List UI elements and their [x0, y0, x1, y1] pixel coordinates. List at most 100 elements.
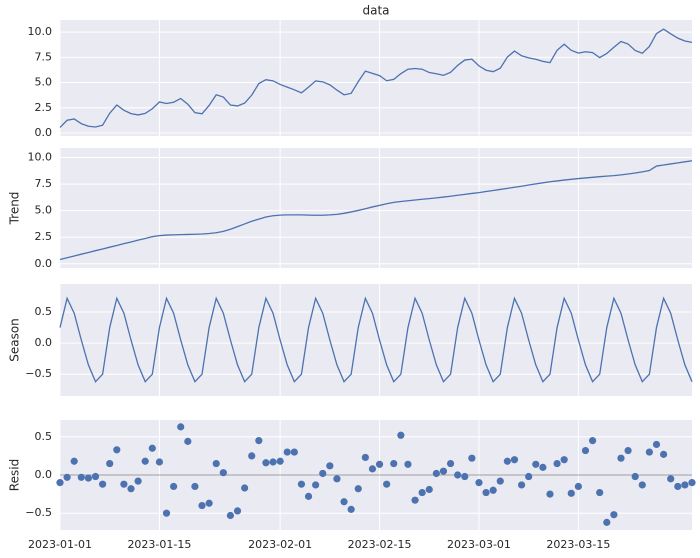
resid-point [333, 475, 341, 483]
y-tick-label: 0.0 [35, 126, 53, 139]
resid-point [177, 423, 185, 431]
resid-point [297, 480, 306, 488]
y-tick-label: 7.5 [35, 50, 53, 63]
resid-point [624, 446, 632, 455]
resid-point [99, 480, 107, 488]
resid-point [276, 457, 284, 465]
resid-point [219, 469, 227, 477]
resid-point [517, 481, 526, 489]
series-line [59, 160, 693, 261]
resid-point [610, 511, 618, 519]
resid-point [233, 507, 242, 515]
resid-point [198, 501, 206, 510]
series-line [59, 28, 693, 128]
plot-background [60, 284, 692, 396]
resid-point [496, 477, 504, 485]
y-tick-label: 5.0 [35, 204, 53, 217]
x-tick-label: 2023-03-01 [447, 538, 511, 551]
resid-point [588, 437, 597, 445]
resid-point [404, 460, 412, 468]
resid-point [439, 467, 448, 475]
y-tick-label: 7.5 [35, 177, 53, 190]
resid-point [603, 518, 611, 526]
resid-point [248, 452, 256, 460]
resid-point [489, 486, 497, 494]
resid-point [148, 444, 156, 452]
resid-point [454, 471, 462, 479]
x-tick-label: 2023-01-01 [28, 538, 92, 551]
y-tick-label: 2.5 [35, 101, 53, 114]
resid-point [546, 490, 554, 498]
resid-point [432, 469, 440, 478]
y-tick-label: 10.0 [28, 25, 53, 38]
y-tick-label: −0.5 [25, 367, 52, 380]
y-tick-label: 0.0 [35, 468, 53, 481]
resid-point [375, 460, 384, 468]
x-tick-label: 2023-02-15 [348, 538, 412, 551]
resid-point [482, 488, 490, 497]
resid-point [241, 484, 249, 492]
resid-point [63, 473, 71, 481]
resid-point [688, 479, 696, 487]
resid-point [155, 458, 164, 466]
resid-point [525, 472, 533, 481]
resid-point [475, 479, 483, 487]
resid-point [539, 463, 547, 471]
resid-point [262, 459, 270, 467]
resid-point [645, 448, 653, 456]
resid-point [581, 446, 590, 455]
resid-point [319, 469, 327, 478]
y-tick-label: −0.5 [25, 506, 52, 519]
resid-point [255, 437, 263, 445]
resid-point [652, 440, 661, 449]
resid-point [56, 479, 64, 487]
resid-point [468, 454, 476, 462]
resid-point [91, 472, 100, 481]
y-tick-label: 5.0 [35, 76, 53, 89]
series-line [59, 296, 693, 383]
resid-point [596, 488, 604, 497]
resid-point [290, 448, 298, 456]
resid-point [170, 482, 178, 491]
plot-background [60, 148, 692, 268]
resid-point [134, 477, 142, 485]
resid-point [681, 481, 689, 489]
y-tick-label: 10.0 [28, 151, 53, 164]
x-tick-label: 2023-03-15 [546, 538, 610, 551]
resid-point [674, 482, 682, 491]
resid-point [368, 465, 377, 473]
resid-point [326, 462, 334, 470]
resid-point [304, 492, 313, 500]
resid-point [461, 472, 469, 481]
resid-point [361, 453, 369, 462]
resid-point [354, 485, 362, 493]
x-tick-label: 2023-01-15 [127, 538, 191, 551]
resid-point [312, 481, 320, 489]
resid-point [226, 511, 235, 520]
resid-point [77, 473, 85, 481]
resid-point [574, 482, 582, 491]
chart-title: data [362, 4, 389, 18]
resid-point [269, 458, 277, 466]
resid-point [340, 498, 348, 506]
y-tick-label: 0.0 [35, 257, 53, 270]
y-tick-label: 0.5 [35, 430, 53, 443]
y-tick-label: 2.5 [35, 230, 53, 243]
resid-point [84, 474, 93, 482]
resid-point [283, 448, 291, 456]
resid-point [503, 457, 511, 465]
resid-point [567, 489, 575, 497]
plot-background [60, 20, 692, 136]
resid-point [162, 509, 171, 517]
resid-point [120, 480, 128, 488]
resid-point [553, 459, 561, 468]
resid-point [127, 485, 135, 493]
resid-point [425, 485, 433, 494]
resid-point [411, 496, 419, 504]
y-axis-label: Trend [8, 192, 22, 226]
resid-point [659, 450, 668, 458]
y-tick-label: 0.5 [35, 305, 53, 318]
resid-point [106, 459, 114, 468]
resid-point [113, 446, 121, 454]
